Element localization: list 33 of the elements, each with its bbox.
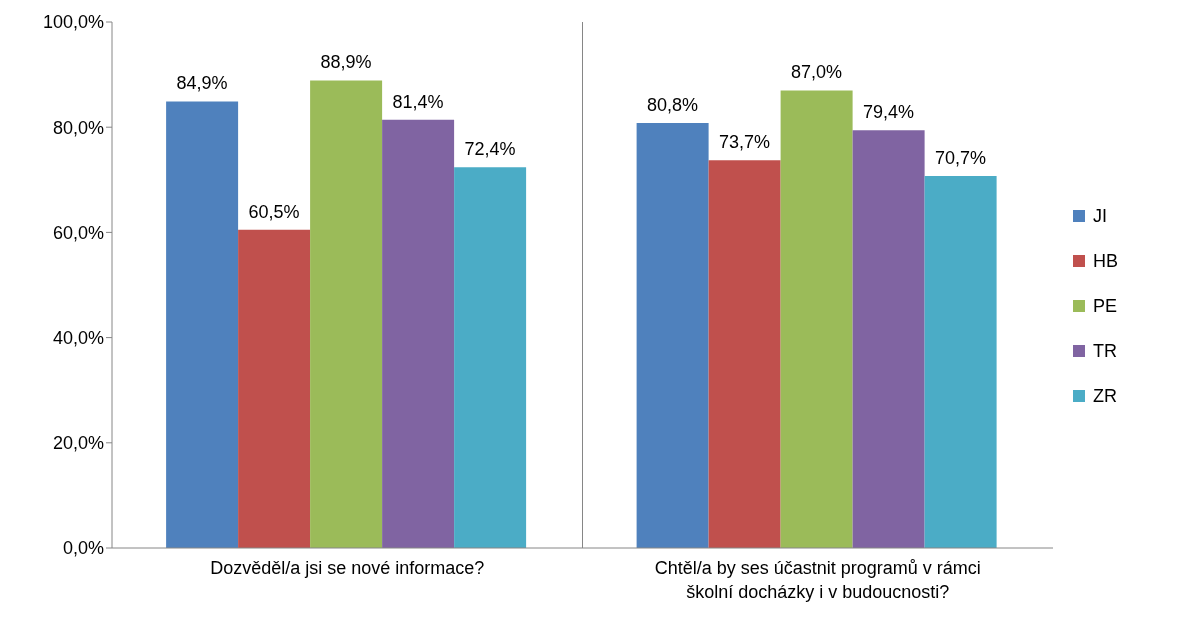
legend-label: PE (1093, 295, 1118, 317)
bar (924, 176, 997, 548)
bar (780, 90, 853, 548)
data-label: 88,9% (320, 52, 372, 73)
data-label: 73,7% (719, 132, 771, 153)
legend-label: JI (1093, 205, 1108, 227)
data-label: 72,4% (464, 139, 516, 160)
bar (382, 119, 455, 548)
y-tick-label: 60,0% (52, 222, 104, 243)
y-tick-label: 100,0% (42, 12, 104, 33)
bar (310, 80, 383, 548)
data-label: 60,5% (248, 201, 300, 222)
bar (708, 160, 781, 548)
data-label: 87,0% (791, 62, 843, 83)
data-label: 70,7% (935, 148, 987, 169)
bar (636, 122, 709, 548)
data-label: 80,8% (647, 94, 699, 115)
y-tick-label: 40,0% (52, 327, 104, 348)
bar (238, 229, 311, 548)
y-tick-label: 20,0% (52, 433, 104, 454)
y-tick-label: 80,0% (52, 117, 104, 138)
bar (852, 130, 925, 548)
bar (166, 101, 239, 548)
data-label: 81,4% (392, 91, 444, 112)
x-tick-label: Dozvěděl/a jsi se nové informace? (210, 558, 485, 578)
data-label: 79,4% (863, 102, 915, 123)
bar (454, 167, 527, 548)
legend-label: HB (1093, 250, 1119, 272)
legend-label: TR (1093, 340, 1117, 362)
data-label: 84,9% (176, 73, 228, 94)
legend-label: ZR (1093, 385, 1117, 407)
x-tick-label: Chtěl/a by ses účastnit programů v rámci školní docházky i v budoucnosti? (654, 558, 981, 602)
y-tick-label: 0,0% (62, 538, 104, 559)
